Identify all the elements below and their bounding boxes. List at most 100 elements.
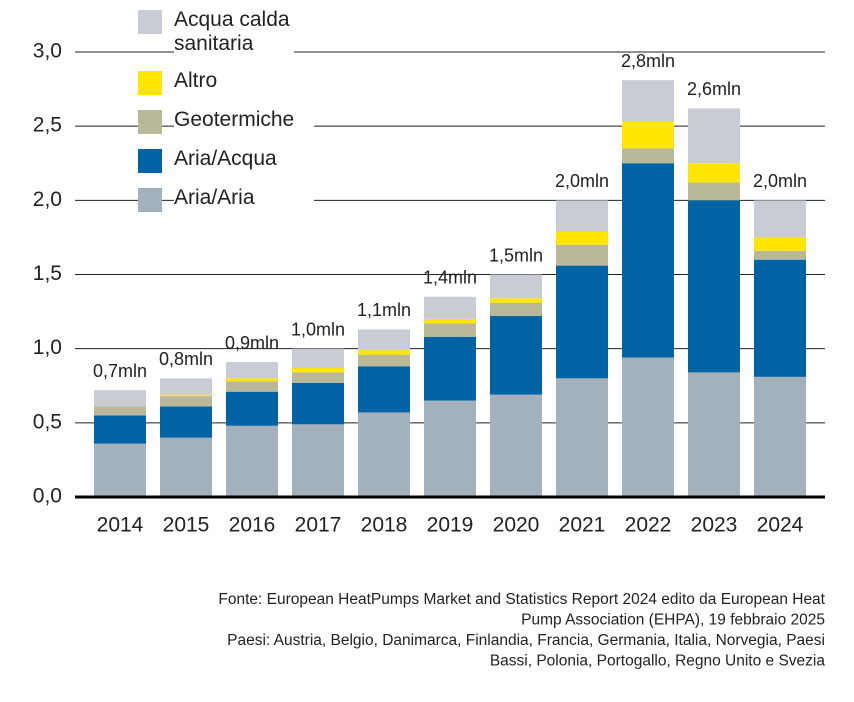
x-tick-label: 2023: [691, 514, 738, 537]
bar-segment: [94, 415, 146, 444]
legend-swatch: [138, 188, 162, 212]
legend-swatch: [138, 71, 162, 95]
bar-segment: [688, 108, 740, 164]
bar-segment: [424, 319, 476, 324]
bar-segment: [688, 182, 740, 201]
bar-segment: [754, 376, 806, 497]
legend-swatch: [138, 110, 162, 134]
bar-segment: [160, 396, 212, 407]
bar-segment: [160, 406, 212, 438]
legend-label: Aria/Aria: [174, 186, 314, 210]
bar-segment: [754, 250, 806, 260]
legend-label: Acqua calda sanitaria: [174, 8, 294, 56]
x-tick-label: 2014: [97, 514, 144, 537]
x-tick-label: 2015: [163, 514, 210, 537]
x-tick-label: 2018: [361, 514, 408, 537]
bar-segment: [622, 148, 674, 164]
source-note: Fonte: European HeatPumps Market and Sta…: [218, 591, 825, 608]
source-note: Bassi, Polonia, Portogallo, Regno Unito …: [490, 653, 826, 670]
bar-segment: [292, 367, 344, 373]
bar-segment: [556, 200, 608, 232]
bar-segment: [490, 316, 542, 395]
x-tick-label: 2020: [493, 514, 540, 537]
bar-segment: [754, 237, 806, 251]
total-label: 0,8mln: [159, 349, 213, 369]
bar-segment: [622, 121, 674, 149]
bar-segment: [226, 425, 278, 497]
bar-segment: [688, 200, 740, 373]
x-tick-label: 2016: [229, 514, 276, 537]
bar-segment: [358, 329, 410, 351]
y-tick-label: 2,5: [33, 114, 62, 137]
bar-segment: [754, 200, 806, 238]
bar-segment: [160, 437, 212, 497]
total-label: 0,7mln: [93, 361, 147, 381]
legend-label: Geotermiche: [174, 108, 314, 132]
y-tick-label: 1,0: [33, 336, 62, 359]
bar-segment: [556, 244, 608, 266]
bar-segment: [292, 424, 344, 497]
bar-segment: [358, 350, 410, 355]
legend-item: Aria/Acqua: [138, 147, 318, 173]
total-label: 2,8mln: [621, 51, 675, 71]
bar-segment: [754, 259, 806, 377]
bar-segment: [688, 372, 740, 497]
bar-segment: [622, 163, 674, 358]
x-tick-label: 2021: [559, 514, 606, 537]
legend-item: Altro: [138, 69, 318, 95]
x-tick-label: 2017: [295, 514, 342, 537]
bar-segment: [94, 406, 146, 416]
bar-segment: [226, 362, 278, 379]
x-tick-label: 2022: [625, 514, 672, 537]
bar-segment: [556, 378, 608, 497]
legend-swatch: [138, 149, 162, 173]
total-label: 2,0mln: [753, 171, 807, 191]
bar-segment: [94, 390, 146, 407]
bar-segment: [292, 348, 344, 368]
legend-item: Aria/Aria: [138, 186, 318, 212]
y-tick-label: 3,0: [33, 40, 62, 63]
total-label: 0,9mln: [225, 333, 279, 353]
x-tick-label: 2024: [757, 514, 804, 537]
legend-swatch: [138, 10, 162, 34]
bar-segment: [226, 378, 278, 382]
total-label: 1,1mln: [357, 300, 411, 320]
bar-segment: [556, 265, 608, 379]
legend-item: Acqua calda sanitaria: [138, 8, 318, 56]
bar-segment: [424, 400, 476, 497]
total-label: 2,0mln: [555, 171, 609, 191]
source-note: Pump Association (EHPA), 19 febbraio 202…: [521, 612, 825, 629]
bar-segment: [490, 274, 542, 299]
bar-segment: [358, 354, 410, 367]
bar-segment: [292, 382, 344, 425]
bar-segment: [226, 391, 278, 426]
y-tick-label: 2,0: [33, 188, 62, 211]
bar-segment: [424, 336, 476, 401]
source-note: Paesi: Austria, Belgio, Danimarca, Finla…: [227, 632, 825, 649]
bar-segment: [688, 163, 740, 183]
bar-segment: [358, 412, 410, 497]
bar-segment: [94, 443, 146, 497]
bar-segment: [490, 298, 542, 303]
bar-segment: [556, 231, 608, 245]
bar-segment: [160, 378, 212, 395]
legend: Acqua calda sanitaria Altro Geotermiche Ari…: [138, 8, 318, 225]
bar-segment: [490, 394, 542, 497]
y-tick-label: 1,5: [33, 262, 62, 285]
y-tick-label: 0,5: [33, 410, 62, 433]
bar-segment: [622, 80, 674, 122]
bar-segment: [424, 323, 476, 337]
total-label: 1,5mln: [489, 245, 543, 265]
y-tick-label: 0,0: [33, 485, 62, 508]
bar-segment: [292, 372, 344, 383]
total-label: 2,6mln: [687, 79, 741, 99]
bar-segment: [424, 296, 476, 319]
bar-segment: [490, 302, 542, 317]
legend-item: Geotermiche: [138, 108, 318, 134]
legend-label: Aria/Acqua: [174, 147, 314, 171]
bar-segment: [358, 366, 410, 413]
legend-label: Altro: [174, 69, 314, 93]
total-label: 1,0mln: [291, 319, 345, 339]
